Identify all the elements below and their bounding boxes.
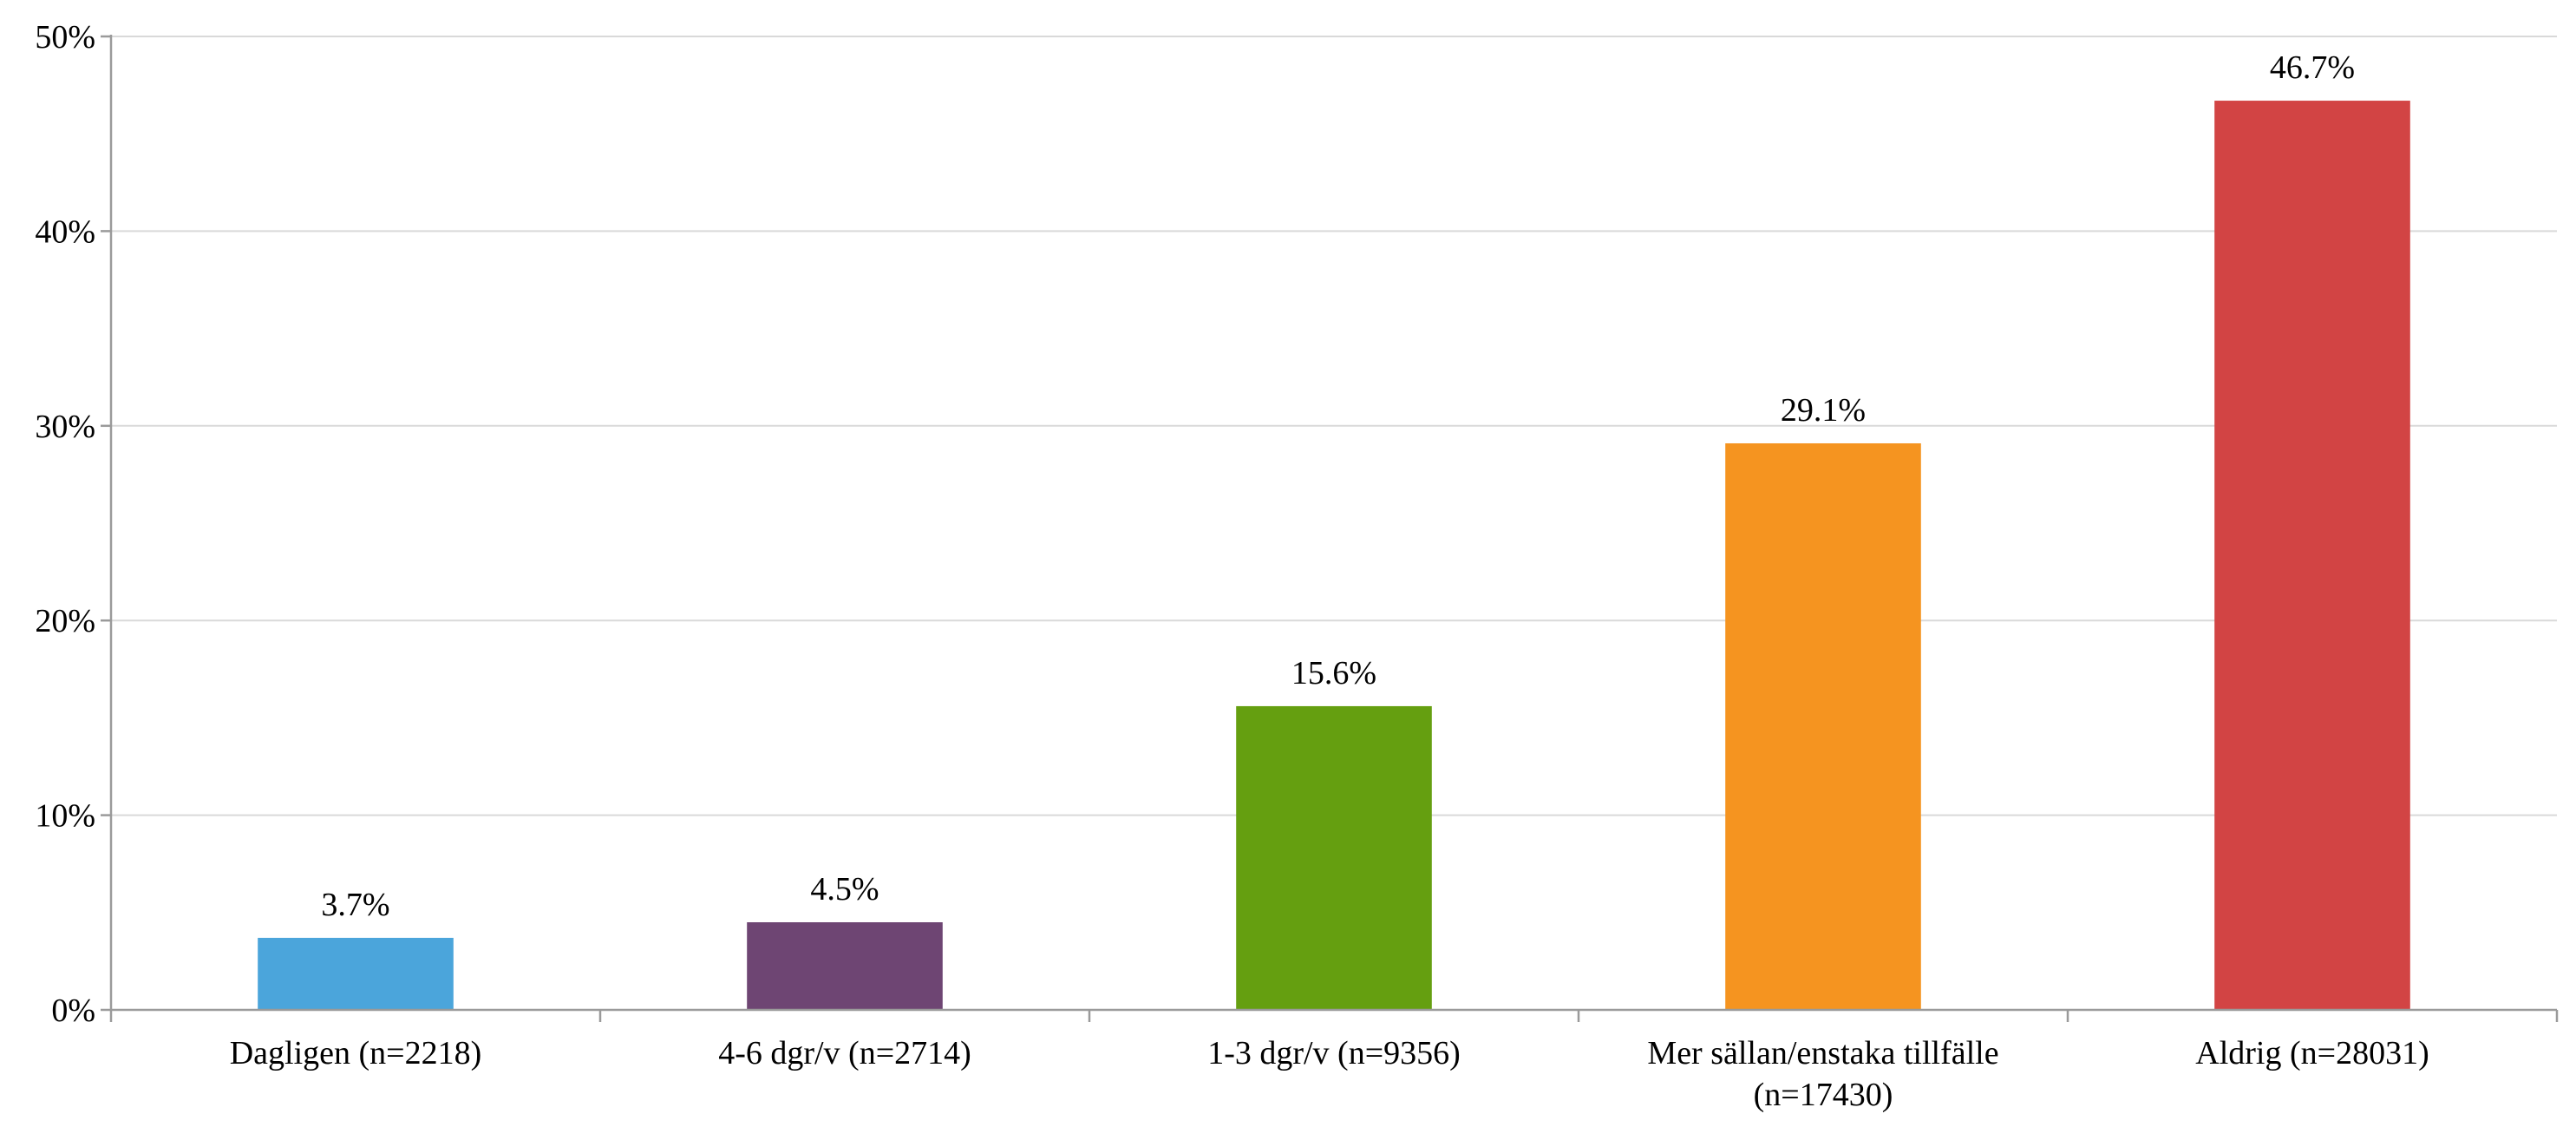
category-label: Mer sällan/enstaka tillfälle [1647, 1035, 1998, 1071]
category-label: Dagligen (n=2218) [230, 1035, 482, 1071]
axes [101, 35, 2559, 1022]
bar [1236, 705, 1432, 1010]
y-tick-label: 20% [35, 603, 95, 639]
y-tick-label: 30% [35, 409, 95, 445]
data-label: 46.7% [2270, 49, 2355, 86]
bar [258, 937, 454, 1010]
bar [2214, 101, 2410, 1010]
data-label: 29.1% [1781, 392, 1866, 429]
labels: 0% 10% 20% 30% 40% 50% 3.7% Dagligen (n=2218) 4.… [35, 19, 2429, 1113]
y-tick-label: 0% [51, 993, 95, 1029]
y-tick-label: 50% [35, 19, 95, 56]
category-label: (n=17430) [1754, 1077, 1893, 1113]
y-tick-label: 10% [35, 798, 95, 835]
data-label: 15.6% [1291, 655, 1376, 691]
bar [747, 922, 943, 1010]
data-label: 3.7% [321, 887, 389, 923]
category-label: Aldrig (n=28031) [2195, 1035, 2429, 1071]
gridlines [111, 36, 2557, 816]
data-label: 4.5% [810, 871, 879, 907]
category-label: 4-6 dgr/v (n=2714) [718, 1035, 971, 1071]
bar [1725, 442, 1921, 1011]
y-tick-label: 40% [35, 213, 95, 250]
bars [258, 101, 2410, 1011]
category-label: 1-3 dgr/v (n=9356) [1207, 1035, 1461, 1071]
